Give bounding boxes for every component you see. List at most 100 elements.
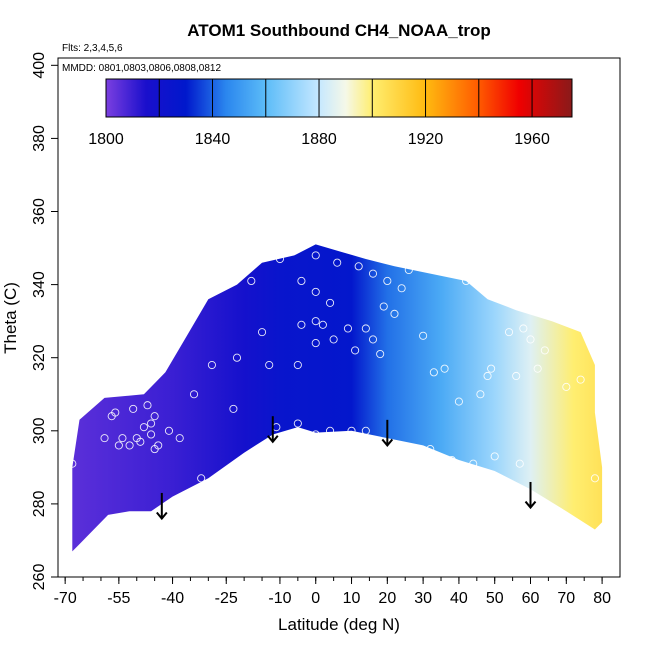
observation-point (519, 324, 528, 333)
observation-point (222, 276, 231, 286)
observation-point (351, 346, 360, 355)
observation-point (326, 426, 335, 435)
x-tick-label: 10 (343, 590, 361, 607)
x-tick-label: 0 (311, 590, 320, 607)
observation-point (555, 306, 564, 315)
observation-point (540, 346, 549, 355)
colorbar-tick-label: 1800 (88, 131, 124, 148)
x-tick-label: -70 (54, 590, 77, 607)
x-axis: -70 -55 -40 -25 -10 0 10 20 30 40 50 60 70 80 (54, 577, 611, 607)
colorbar-tick-label: 1840 (195, 131, 231, 148)
observation-point (454, 397, 463, 406)
observation-point (390, 309, 399, 318)
observation-point (469, 459, 478, 468)
observation-point (293, 360, 302, 370)
y-axis: 260 280 300 320 340 360 380 400 (31, 52, 58, 590)
plot-area (68, 244, 603, 552)
chart-title: ATOM1 Southbound CH4_NOAA_trop (187, 21, 490, 40)
observation-point (426, 445, 435, 454)
observation-point (590, 474, 599, 483)
observation-point (297, 276, 306, 286)
observation-point (562, 382, 571, 391)
arrow-marker (524, 481, 537, 510)
observation-point (257, 328, 267, 337)
y-tick-label: 400 (31, 52, 48, 79)
ch4-field (72, 244, 603, 552)
observation-point (383, 276, 392, 286)
observation-point (136, 437, 145, 446)
observation-point (419, 331, 428, 340)
observation-point (379, 302, 388, 311)
colorbar (105, 78, 573, 118)
observation-point (329, 335, 338, 344)
observation-point (311, 339, 320, 348)
observation-point (354, 262, 363, 271)
observation-point (429, 368, 438, 377)
flights-subtitle: Flts: 2,3,4,5,6 (62, 43, 123, 54)
observation-point (533, 364, 542, 373)
observation-point (376, 349, 385, 359)
observation-point (462, 276, 471, 286)
observation-point (483, 371, 492, 381)
observation-point (512, 371, 521, 381)
observation-point (361, 324, 370, 333)
observation-point (265, 360, 274, 370)
observation-point (189, 390, 199, 399)
observation-point (343, 324, 352, 333)
observation-point (311, 287, 320, 296)
arrow-marker (381, 419, 394, 447)
x-tick-label: -40 (161, 590, 184, 607)
observation-point (318, 320, 327, 329)
observation-point (297, 320, 306, 329)
observation-point (207, 360, 216, 370)
observation-point (326, 298, 335, 307)
y-tick-label: 300 (31, 417, 48, 444)
x-tick-label: 60 (522, 590, 540, 607)
arrow-markers (156, 416, 537, 521)
observation-point (175, 434, 184, 443)
arrow-marker (156, 492, 168, 521)
observation-point (197, 474, 206, 483)
observation-point (361, 426, 370, 435)
observation-point (347, 426, 356, 435)
observation-point (147, 419, 156, 428)
colorbar-dividers (158, 79, 533, 117)
observation-point (68, 459, 77, 468)
x-tick-label: 20 (378, 590, 396, 607)
observation-point (504, 328, 514, 337)
observation-point (229, 404, 238, 413)
observation-point (293, 419, 302, 428)
observation-point (150, 412, 159, 421)
y-tick-label: 360 (31, 198, 48, 225)
observation-point (368, 269, 378, 278)
plot-frame (57, 57, 621, 578)
observation-point (440, 364, 449, 373)
observation-point (143, 401, 152, 410)
observation-point (476, 390, 485, 399)
observation-markers (68, 251, 599, 483)
arrow-marker (267, 416, 279, 444)
observation-point (118, 434, 127, 443)
observation-point (114, 441, 123, 450)
y-tick-label: 320 (31, 344, 48, 371)
x-tick-label: 70 (557, 590, 575, 607)
observation-point (100, 434, 109, 443)
observation-point (447, 455, 456, 465)
observation-point (232, 353, 242, 362)
observation-point (111, 408, 120, 417)
observation-point (397, 284, 406, 293)
x-tick-label: 80 (593, 590, 611, 607)
x-tick-label: 40 (450, 590, 468, 607)
observation-point (275, 254, 284, 264)
y-tick-label: 380 (31, 125, 48, 152)
observation-point (247, 276, 256, 286)
observation-point (311, 430, 320, 439)
observation-point (154, 441, 163, 450)
observation-point (490, 452, 499, 461)
x-tick-label: 30 (414, 590, 432, 607)
observation-point (125, 441, 134, 450)
dates-subtitle: MMDD: 0801,0803,0806,0808,0812 (62, 63, 221, 74)
observation-point (147, 430, 156, 439)
observation-point (526, 335, 535, 344)
